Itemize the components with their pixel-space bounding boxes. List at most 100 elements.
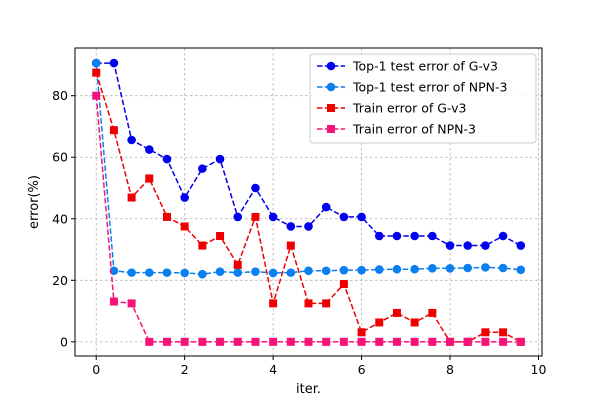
data-point bbox=[322, 337, 331, 346]
x-tick-label: 2 bbox=[181, 362, 189, 377]
data-point bbox=[357, 212, 366, 222]
data-point bbox=[286, 337, 295, 346]
series-1 bbox=[91, 58, 526, 250]
legend-marker bbox=[327, 125, 335, 133]
data-point bbox=[445, 264, 455, 273]
x-tick-label: 0 bbox=[92, 362, 100, 377]
legend-item: Train error of G-v3 bbox=[317, 101, 466, 116]
data-point bbox=[339, 265, 349, 275]
data-point bbox=[180, 222, 189, 231]
data-point bbox=[375, 337, 384, 346]
legend-item: Top-1 test error of G-v3 bbox=[317, 59, 498, 74]
data-point bbox=[428, 308, 437, 317]
data-point bbox=[91, 58, 101, 68]
data-point bbox=[216, 337, 225, 346]
data-point bbox=[304, 299, 313, 308]
legend-marker bbox=[326, 82, 336, 92]
data-point bbox=[499, 328, 508, 337]
data-point bbox=[144, 268, 154, 277]
data-point bbox=[357, 337, 366, 346]
data-point bbox=[374, 231, 384, 241]
data-point bbox=[481, 263, 490, 272]
legend-label: Train error of NPN-3 bbox=[352, 122, 476, 137]
data-point bbox=[109, 58, 119, 68]
data-point bbox=[268, 268, 278, 278]
data-point bbox=[162, 337, 171, 346]
y-tick-label: 0 bbox=[60, 334, 68, 349]
series-2 bbox=[91, 58, 526, 279]
y-tick-label: 20 bbox=[52, 273, 68, 288]
legend-marker bbox=[326, 61, 336, 71]
data-point bbox=[216, 232, 225, 240]
data-point bbox=[162, 268, 172, 277]
data-point bbox=[198, 164, 207, 173]
legend: Top-1 test error of G-v3 Top-1 test error… bbox=[309, 53, 537, 144]
data-point bbox=[251, 337, 260, 346]
data-point bbox=[269, 299, 278, 308]
data-point bbox=[162, 212, 171, 221]
data-point bbox=[410, 264, 419, 274]
data-point bbox=[109, 297, 118, 306]
data-point bbox=[269, 337, 278, 346]
data-point bbox=[180, 193, 189, 202]
data-point bbox=[375, 318, 384, 327]
data-point bbox=[392, 337, 401, 346]
data-point bbox=[339, 280, 348, 288]
data-point bbox=[481, 337, 490, 346]
data-point bbox=[233, 268, 243, 277]
data-point bbox=[321, 266, 331, 276]
data-point bbox=[481, 328, 490, 337]
data-point bbox=[428, 231, 437, 241]
y-tick-label: 40 bbox=[52, 211, 68, 226]
data-point bbox=[145, 174, 154, 183]
data-point bbox=[481, 241, 490, 250]
legend-box bbox=[309, 53, 537, 144]
data-point bbox=[392, 308, 401, 317]
series-layer bbox=[91, 58, 526, 346]
y-tick-label: 60 bbox=[52, 150, 68, 165]
data-point bbox=[445, 241, 455, 250]
data-point bbox=[463, 263, 473, 273]
data-point bbox=[286, 268, 296, 277]
data-point bbox=[304, 266, 313, 276]
data-point bbox=[410, 318, 419, 327]
data-point bbox=[215, 154, 225, 164]
data-point bbox=[446, 337, 455, 346]
data-point bbox=[321, 202, 331, 212]
data-point bbox=[357, 265, 366, 275]
data-point bbox=[251, 183, 260, 193]
data-point bbox=[198, 269, 207, 279]
data-point bbox=[516, 337, 525, 346]
data-point bbox=[304, 222, 313, 231]
data-point bbox=[144, 145, 154, 154]
data-point bbox=[392, 264, 402, 274]
data-point bbox=[410, 337, 419, 346]
data-point bbox=[428, 337, 437, 346]
data-point bbox=[180, 268, 189, 278]
data-point bbox=[251, 212, 260, 221]
data-point bbox=[498, 231, 508, 241]
legend-label: Top-1 test error of G-v3 bbox=[352, 59, 498, 74]
legend-label: Train error of G-v3 bbox=[352, 101, 466, 116]
data-point bbox=[516, 265, 526, 275]
data-point bbox=[463, 337, 472, 346]
data-point bbox=[92, 68, 101, 77]
data-point bbox=[180, 337, 189, 346]
data-point bbox=[92, 91, 101, 100]
legend-label: Top-1 test error of NPN-3 bbox=[352, 80, 507, 95]
data-point bbox=[233, 212, 243, 222]
data-point bbox=[286, 222, 296, 231]
data-point bbox=[233, 260, 242, 269]
data-point bbox=[304, 337, 313, 346]
series-3 bbox=[92, 68, 525, 346]
legend-item: Train error of NPN-3 bbox=[317, 122, 476, 137]
data-point bbox=[374, 265, 384, 274]
data-point bbox=[392, 231, 402, 241]
y-tick-label: 80 bbox=[52, 88, 68, 103]
x-tick-label: 8 bbox=[446, 362, 454, 377]
data-point bbox=[233, 337, 242, 346]
data-point bbox=[127, 135, 136, 145]
y-axis-label: error(%) bbox=[27, 175, 42, 229]
data-point bbox=[463, 241, 473, 250]
